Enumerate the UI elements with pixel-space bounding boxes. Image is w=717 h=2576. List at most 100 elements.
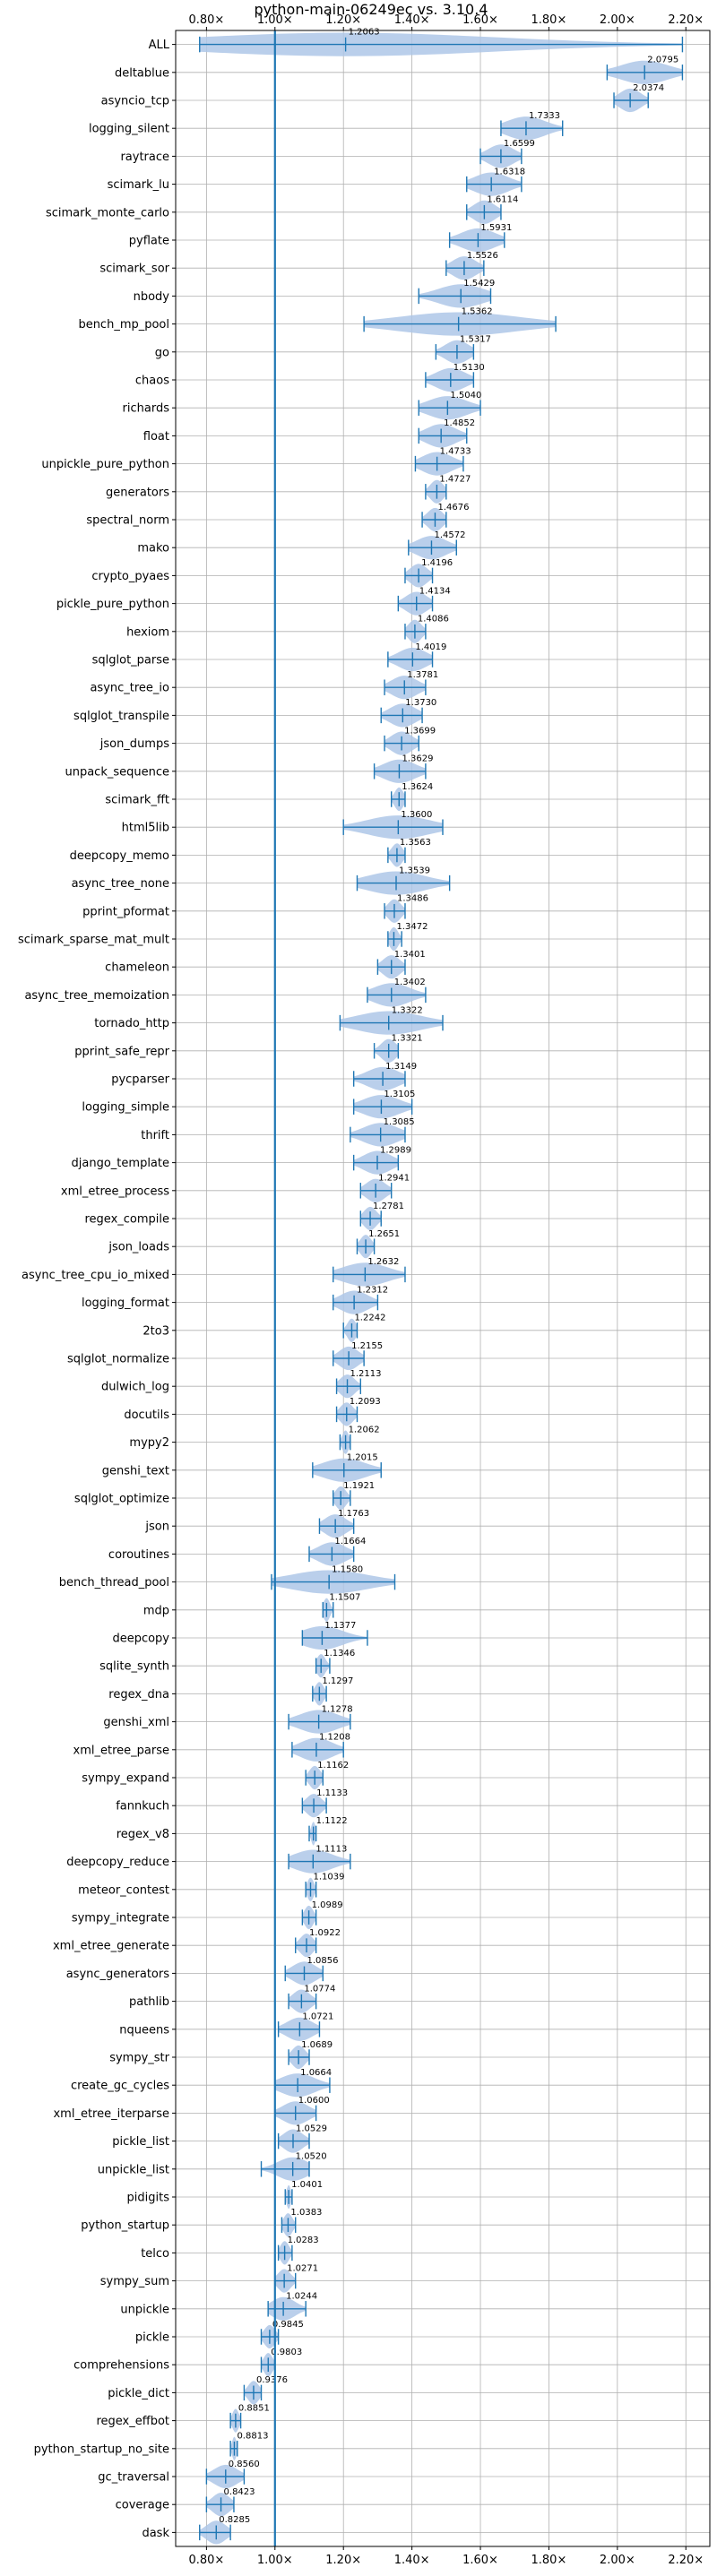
y-tick-label: async_tree_memoization <box>24 989 169 1003</box>
y-tick-label: regex_dna <box>108 1688 169 1702</box>
value-label: 1.1921 <box>343 1481 375 1491</box>
y-tick-label: pidigits <box>127 2192 170 2205</box>
y-tick-label: sympy_sum <box>100 2275 169 2288</box>
value-label: 1.1208 <box>319 1733 350 1743</box>
value-label: 2.0795 <box>647 56 678 65</box>
value-label: 1.1377 <box>324 1621 356 1631</box>
y-tick-label: asyncio_tcp <box>101 95 169 108</box>
y-tick-label: pycparser <box>111 1073 169 1087</box>
value-label: 1.2093 <box>350 1397 381 1407</box>
y-tick-label: python_startup <box>81 2219 169 2233</box>
value-label: 1.0774 <box>304 1984 335 1994</box>
value-label: 1.1297 <box>322 1676 353 1686</box>
y-tick-label: hexiom <box>126 625 169 639</box>
y-tick-label: fannkuch <box>116 1800 169 1814</box>
value-label: 1.2155 <box>351 1341 383 1351</box>
value-label: 1.3629 <box>402 754 433 764</box>
value-label: 1.3624 <box>402 782 433 792</box>
value-label: 0.8560 <box>229 2460 260 2469</box>
y-tick-label: logging_simple <box>82 1101 169 1115</box>
value-label: 0.9376 <box>256 2375 288 2385</box>
y-tick-label: xml_etree_parse <box>73 1744 169 1757</box>
y-tick-label: xml_etree_iterparse <box>53 2107 169 2121</box>
value-label: 0.9845 <box>272 2320 304 2330</box>
y-tick-label: meteor_contest <box>78 1883 169 1897</box>
value-label: 1.6599 <box>504 139 535 149</box>
y-tick-label: float <box>143 430 169 444</box>
y-tick-label: genshi_xml <box>103 1716 169 1729</box>
y-tick-label: crypto_pyaes <box>91 570 169 583</box>
value-label: 0.9803 <box>271 2348 302 2357</box>
value-label: 1.3085 <box>384 1117 415 1127</box>
y-tick-label: unpack_sequence <box>65 765 169 779</box>
value-label: 1.3486 <box>397 894 428 904</box>
value-label: 0.8851 <box>238 2403 270 2413</box>
value-label: 1.0721 <box>302 2012 333 2022</box>
y-tick-label: chameleon <box>105 961 169 975</box>
value-label: 1.0283 <box>288 2236 319 2245</box>
value-label: 1.3781 <box>407 670 438 680</box>
x-tick-label-top: 1.80× <box>531 13 567 27</box>
x-tick-label-top: 2.00× <box>600 13 635 27</box>
x-tick-label-top: 2.20× <box>668 13 704 27</box>
y-tick-label: logging_silent <box>89 123 169 136</box>
y-tick-label: json <box>144 1521 169 1534</box>
y-tick-label: regex_v8 <box>117 1828 169 1841</box>
value-label: 1.4852 <box>444 418 475 428</box>
y-tick-label: richards <box>123 402 170 416</box>
x-tick-label-top: 1.60× <box>462 13 498 27</box>
value-label: 1.2062 <box>349 1425 380 1434</box>
value-label: 1.0689 <box>301 2040 333 2050</box>
value-label: 1.3149 <box>385 1062 417 1072</box>
value-label: 1.3105 <box>384 1090 415 1099</box>
value-label: 1.2063 <box>349 27 380 37</box>
value-label: 1.3322 <box>392 1005 423 1015</box>
y-tick-label: scimark_fft <box>105 794 169 807</box>
value-label: 1.1039 <box>313 1873 344 1882</box>
y-tick-label: sympy_str <box>109 2052 169 2065</box>
y-tick-label: pprint_pformat <box>82 905 169 918</box>
y-tick-label: sqlglot_parse <box>92 654 169 668</box>
value-label: 1.1113 <box>315 1844 347 1854</box>
value-label: 1.3600 <box>401 810 432 820</box>
value-label: 1.4019 <box>415 642 446 652</box>
value-label: 1.3402 <box>394 978 426 987</box>
value-label: 1.2312 <box>357 1285 388 1295</box>
y-tick-label: nqueens <box>119 2023 169 2037</box>
y-tick-label: generators <box>106 486 169 499</box>
y-tick-label: xml_etree_generate <box>53 1940 169 1953</box>
y-tick-label: tornado_http <box>94 1017 169 1030</box>
y-tick-label: scimark_sor <box>99 263 169 276</box>
value-label: 1.1763 <box>338 1509 369 1519</box>
y-tick-label: comprehensions <box>73 2359 169 2373</box>
y-tick-label: unpickle_pure_python <box>41 458 169 471</box>
y-tick-label: nbody <box>134 290 170 304</box>
y-tick-label: async_tree_none <box>72 877 169 891</box>
value-label: 1.0244 <box>286 2292 317 2302</box>
x-tick-label-bottom: 1.40× <box>394 2554 430 2567</box>
y-tick-label: ALL <box>149 39 170 52</box>
y-tick-label: pickle_list <box>112 2135 169 2149</box>
y-tick-label: deltablue <box>115 66 169 80</box>
value-label: 1.5130 <box>454 363 485 373</box>
violin-layer: 1.2063 2.0795 2.0374 1.7333 1.6599 1.6318 1.61… <box>199 27 684 2546</box>
y-tick-label: regex_effbot <box>96 2415 169 2428</box>
value-label: 1.1122 <box>316 1816 348 1826</box>
y-tick-label: dask <box>142 2527 169 2540</box>
y-tick-label: chaos <box>135 375 169 388</box>
y-tick-label: async_tree_io <box>90 682 169 695</box>
y-tick-label: docutils <box>124 1409 169 1422</box>
y-tick-label: json_dumps <box>99 737 169 751</box>
y-tick-label: scimark_sparse_mat_mult <box>18 934 169 947</box>
y-tick-label: html5lib <box>122 822 169 835</box>
y-tick-label: scimark_lu <box>108 178 169 192</box>
y-tick-label: deepcopy_reduce <box>66 1856 169 1869</box>
value-label: 1.1507 <box>329 1593 360 1603</box>
value-label: 0.8423 <box>224 2487 255 2497</box>
value-label: 2.0374 <box>633 83 664 93</box>
value-label: 1.6114 <box>487 195 518 205</box>
y-tick-label: xml_etree_process <box>61 1185 169 1198</box>
y-tick-label: telco <box>141 2247 169 2261</box>
value-label: 1.0856 <box>307 1956 338 1966</box>
